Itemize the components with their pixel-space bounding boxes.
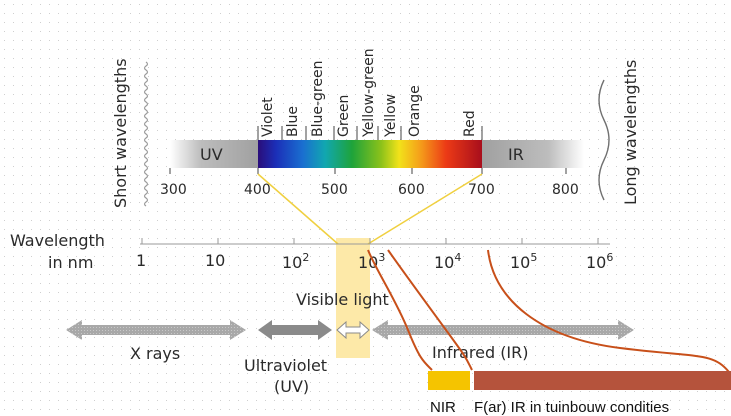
color-names	[257, 126, 483, 140]
axis-tick-10-2: 102	[282, 251, 309, 272]
color-label-yellow-green: Yellow-green	[361, 48, 377, 138]
nir-bar	[428, 371, 470, 390]
ultraviolet-label-line1: Ultraviolet	[244, 356, 327, 375]
color-label-green: Green	[336, 95, 352, 137]
ultraviolet-label-line2: (UV)	[274, 377, 309, 396]
axis-ticks	[141, 238, 599, 244]
visible-tick-700: 700	[468, 182, 495, 198]
far-ir-label: F(ar) IR in tuinbouw condities	[474, 399, 669, 416]
axis-tick-10-3: 103	[358, 251, 385, 272]
visible-tick-600: 600	[398, 182, 425, 198]
visible-spectrum-band	[258, 140, 482, 168]
short-wave-icon	[143, 61, 149, 207]
visible-arrow	[336, 320, 370, 340]
x-rays-label: X rays	[130, 344, 180, 363]
nir-label: NIR	[430, 399, 456, 416]
nir-annotation-line-2	[387, 249, 473, 371]
ultraviolet-arrow	[258, 320, 332, 340]
projection-line-left	[257, 173, 339, 245]
long-wave-icon	[598, 79, 610, 201]
color-label-yellow: Yellow	[383, 94, 399, 138]
far-ir-bar	[474, 371, 731, 390]
uv-band-label: UV	[200, 145, 223, 164]
x-rays-arrow	[66, 320, 246, 340]
axis-tick-10: 10	[205, 251, 225, 270]
visible-tick-400: 400	[244, 182, 271, 198]
axis-tick-10-6: 106	[586, 251, 613, 272]
visible-tick-800: 800	[552, 182, 579, 198]
color-label-orange: Orange	[407, 85, 423, 137]
ir-band-label: IR	[508, 145, 524, 164]
infrared-arrow	[372, 320, 634, 340]
infrared-label: Infrared (IR)	[432, 343, 529, 362]
color-label-blue: Blue	[285, 106, 301, 137]
axis-label-line2: in nm	[48, 253, 93, 272]
long-wavelengths-label: Long wavelengths	[621, 60, 640, 205]
visible-light-label: Visible light	[296, 290, 389, 309]
color-label-violet: Violet	[260, 97, 276, 137]
axis-tick-1: 1	[136, 251, 146, 270]
visible-band-ticks	[169, 168, 567, 174]
visible-tick-500: 500	[321, 182, 348, 198]
short-wavelengths-label: Short wavelengths	[111, 58, 130, 208]
ir-band	[482, 140, 584, 168]
color-label-blue-green: Blue-green	[310, 61, 326, 137]
uv-band	[170, 140, 258, 168]
nir-annotation-line	[367, 249, 433, 371]
visible-tick-300: 300	[160, 182, 187, 198]
axis-label-line1: Wavelength	[10, 231, 105, 250]
visible-column	[336, 238, 370, 358]
color-label-red: Red	[462, 110, 478, 137]
axis-tick-10-4: 104	[434, 251, 461, 272]
axis-tick-10-5: 105	[510, 251, 537, 272]
projection-line-right	[367, 173, 483, 245]
far-ir-annotation-line	[487, 249, 730, 373]
